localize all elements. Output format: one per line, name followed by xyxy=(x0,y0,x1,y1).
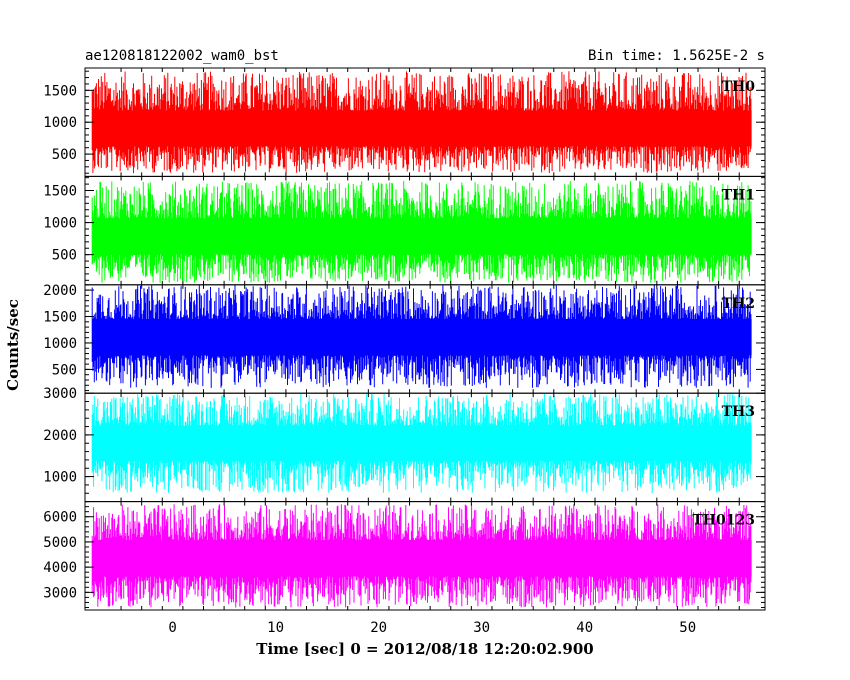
panel-th0123: 3000 4000 5000 6000 TH0123 xyxy=(43,501,766,611)
series-band-th2 xyxy=(92,319,752,356)
series-band-th0 xyxy=(92,110,752,147)
y-tick-label: 1500 xyxy=(43,310,77,326)
y-tick-label: 500 xyxy=(52,248,77,264)
x-tick-label: 30 xyxy=(473,620,490,636)
panel-th1: 500 1000 1500 TH1 xyxy=(43,175,766,286)
y-tick-label: 1500 xyxy=(43,83,77,99)
panels-group: 500 1000 1500 TH0 500 1000 1500 TH1 500 1000 1500 2… xyxy=(43,67,766,611)
y-tick-label: 2000 xyxy=(43,428,77,444)
y-tick-label: 1000 xyxy=(43,470,77,486)
y-tick-label: 3000 xyxy=(43,585,77,601)
y-tick-label: 6000 xyxy=(43,510,77,526)
panel-frame xyxy=(84,501,766,611)
y-tick-label: 500 xyxy=(52,362,77,378)
y-tick-label: 1000 xyxy=(43,115,77,131)
series-band-th0123 xyxy=(92,540,752,577)
y-tick-label: 1000 xyxy=(43,216,77,232)
panel-label-th0123: TH0123 xyxy=(692,513,755,529)
series-band-th3 xyxy=(92,425,752,461)
plot-title-right: Bin time: 1.5625E-2 s xyxy=(588,48,765,64)
panel-label-th2: TH2 xyxy=(722,296,755,312)
panel-label-th1: TH1 xyxy=(722,187,755,203)
x-tick-label: 50 xyxy=(679,620,696,636)
x-tick-label: 0 xyxy=(168,620,176,636)
y-tick-label: 3000 xyxy=(43,386,77,402)
x-tick-labels: 0 10 20 30 40 50 xyxy=(168,620,696,636)
x-tick-label: 10 xyxy=(267,620,284,636)
y-tick-label: 1500 xyxy=(43,184,77,200)
y-tick-label: 5000 xyxy=(43,535,77,551)
x-axis-label: Time [sec] 0 = 2012/08/18 12:20:02.900 xyxy=(256,640,593,658)
panel-th3: 1000 2000 3000 TH3 xyxy=(43,386,766,503)
panel-th0: 500 1000 1500 TH0 xyxy=(43,67,766,177)
panel-label-th3: TH3 xyxy=(722,404,755,420)
y-axis-label: Counts/sec xyxy=(4,299,22,391)
y-tick-label: 500 xyxy=(52,147,77,163)
x-tick-label: 40 xyxy=(576,620,593,636)
plot-title-left: ae120818122002_wam0_bst xyxy=(85,48,279,64)
y-tick-label: 4000 xyxy=(43,560,77,576)
series-band-th1 xyxy=(92,218,752,255)
x-tick-label: 20 xyxy=(370,620,387,636)
y-tick-label: 2000 xyxy=(43,283,77,299)
panel-label-th0: TH0 xyxy=(722,79,756,95)
y-tick-label: 1000 xyxy=(43,336,77,352)
panel-th2: 500 1000 1500 2000 TH2 xyxy=(43,283,766,394)
